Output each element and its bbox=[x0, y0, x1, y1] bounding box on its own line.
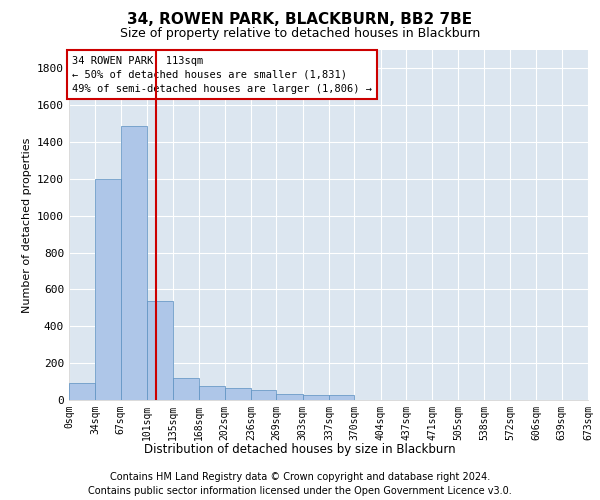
Bar bbox=[277, 394, 302, 400]
Text: Contains public sector information licensed under the Open Government Licence v3: Contains public sector information licen… bbox=[88, 486, 512, 496]
Text: 34, ROWEN PARK, BLACKBURN, BB2 7BE: 34, ROWEN PARK, BLACKBURN, BB2 7BE bbox=[127, 12, 473, 28]
Text: Contains HM Land Registry data © Crown copyright and database right 2024.: Contains HM Land Registry data © Crown c… bbox=[110, 472, 490, 482]
Bar bbox=[173, 378, 199, 400]
Bar bbox=[147, 300, 173, 400]
Bar bbox=[95, 179, 121, 400]
Bar bbox=[121, 126, 147, 400]
Bar bbox=[302, 396, 329, 400]
Y-axis label: Number of detached properties: Number of detached properties bbox=[22, 138, 32, 312]
Bar bbox=[329, 396, 355, 400]
Text: 34 ROWEN PARK: 113sqm
← 50% of detached houses are smaller (1,831)
49% of semi-d: 34 ROWEN PARK: 113sqm ← 50% of detached … bbox=[72, 56, 372, 94]
Bar bbox=[199, 386, 225, 400]
Text: Size of property relative to detached houses in Blackburn: Size of property relative to detached ho… bbox=[120, 28, 480, 40]
Bar bbox=[225, 388, 251, 400]
Bar bbox=[69, 384, 95, 400]
Text: Distribution of detached houses by size in Blackburn: Distribution of detached houses by size … bbox=[144, 442, 456, 456]
Bar bbox=[251, 390, 277, 400]
